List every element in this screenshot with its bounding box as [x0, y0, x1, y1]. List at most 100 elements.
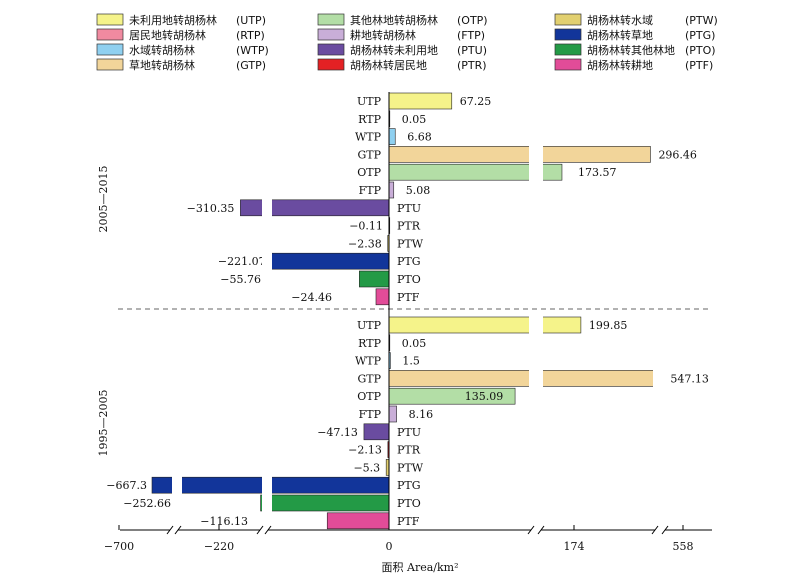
x-tick-label: −700: [104, 540, 134, 553]
legend-code: (UTP): [236, 14, 266, 27]
legend-label: 未利用地转胡杨林: [129, 13, 217, 27]
category-label: GTP: [357, 148, 381, 161]
value-label: −667.3: [106, 479, 147, 492]
category-label: RTP: [358, 337, 381, 350]
value-label: −221.07: [218, 255, 266, 268]
legend-label: 胡杨林转水域: [587, 13, 653, 27]
value-label: 1.5: [402, 355, 420, 368]
value-label: −310.35: [187, 202, 235, 215]
axis-break-gap: [529, 369, 543, 388]
legend-swatch-ptr: [317, 58, 345, 71]
value-label: 547.13: [670, 372, 709, 385]
legend-code: (PTU): [457, 44, 487, 57]
axis-break-gap: [262, 252, 272, 271]
legend-code: (WTP): [236, 44, 269, 57]
axis-break-mark: [166, 525, 174, 535]
legend-label: 胡杨林转耕地: [587, 58, 653, 72]
value-label: 135.09: [465, 390, 504, 403]
legend-label: 耕地转胡杨林: [350, 28, 416, 42]
category-label: PTF: [397, 515, 420, 528]
x-tick-label: 174: [564, 540, 585, 553]
value-label: −116.13: [200, 515, 248, 528]
legend-swatch-ptu: [317, 43, 345, 56]
category-label: PTO: [397, 497, 421, 510]
legend-label: 水域转胡杨林: [129, 43, 195, 57]
category-label: PTR: [397, 220, 421, 233]
legend-swatch-wtp: [96, 43, 124, 56]
category-label: UTP: [357, 319, 382, 332]
value-label: −0.11: [349, 220, 383, 233]
category-label: PTR: [397, 444, 421, 457]
category-label: UTP: [357, 95, 382, 108]
legend-code: (OTP): [457, 14, 488, 27]
bar-pto: [260, 494, 390, 512]
axis-break-gap: [262, 494, 272, 512]
axis-break-gap: [529, 316, 543, 334]
period-group: 1995—2005 UTP 199.85 RTP 0.05 WTP 1.5 GTP 547.13…: [97, 316, 709, 530]
value-label: −24.46: [291, 291, 332, 304]
category-label: FTP: [359, 184, 382, 197]
legend-label: 胡杨林转草地: [587, 28, 653, 42]
x-axis: −700 −220 0 174 558: [104, 525, 712, 553]
axis-break-gap: [172, 476, 182, 495]
period-label: 2005—2015: [97, 166, 110, 233]
period-label: 1995—2005: [97, 390, 110, 457]
axis-break-gap: [262, 198, 272, 217]
bar-utp: [388, 92, 453, 110]
value-label: −252.66: [123, 497, 171, 510]
bar-ftp: [388, 181, 395, 199]
category-label: PTW: [397, 237, 424, 250]
value-label: 8.16: [409, 408, 434, 421]
axis-break-mark: [661, 525, 669, 535]
legend-code: (RTP): [236, 29, 265, 42]
value-label: 0.05: [402, 337, 427, 350]
axis-break-gap: [653, 369, 667, 388]
value-label: 5.08: [406, 184, 431, 197]
axis-break-mark: [256, 525, 264, 535]
axis-break-mark: [264, 525, 272, 535]
category-label: WTP: [355, 355, 382, 368]
legend-label: 胡杨林转未利用地: [350, 43, 438, 57]
chart-legend: 未利用地转胡杨林 (UTP) 居民地转胡杨林 (RTP) 水域转胡杨林 (WTP) 草地转胡…: [96, 13, 718, 72]
category-label: PTG: [397, 255, 421, 268]
legend-label: 其他林地转胡杨林: [350, 13, 438, 27]
category-label: PTU: [397, 202, 421, 215]
legend-code: (FTP): [457, 29, 485, 42]
chart-periods: 2005—2015 UTP 67.25 RTP 0.05 WTP 6.68 GTP 296.46…: [97, 92, 709, 530]
bar-ptg: [271, 252, 390, 270]
legend-swatch-ptg: [554, 28, 582, 41]
axis-break-gap: [529, 145, 543, 164]
bar-gtp: [388, 146, 651, 163]
axis-break-mark: [527, 525, 535, 535]
category-label: OTP: [357, 390, 381, 403]
bar-gtp: [388, 370, 661, 387]
legend-code: (PTR): [457, 59, 487, 72]
axis-break-mark: [537, 525, 545, 535]
value-label: 67.25: [460, 95, 492, 108]
axis-break-gap: [529, 163, 543, 182]
value-label: −5.3: [353, 461, 380, 474]
category-label: PTW: [397, 461, 424, 474]
category-label: WTP: [355, 131, 382, 144]
category-label: GTP: [357, 372, 381, 385]
bar-ptf: [375, 288, 390, 306]
category-label: RTP: [358, 113, 381, 126]
legend-label: 胡杨林转其他林地: [587, 43, 675, 57]
legend-code: (PTF): [685, 59, 713, 72]
legend-code: (PTG): [685, 29, 715, 42]
value-label: −47.13: [317, 426, 358, 439]
bar-wtp: [388, 128, 396, 145]
legend-swatch-pto: [554, 43, 582, 56]
value-label: 199.85: [589, 319, 628, 332]
category-label: PTG: [397, 479, 421, 492]
legend-swatch-ftp: [317, 28, 345, 41]
value-label: 0.05: [402, 113, 427, 126]
legend-code: (GTP): [236, 59, 266, 72]
legend-code: (PTW): [685, 14, 718, 27]
bar-ptf: [326, 512, 390, 530]
legend-swatch-gtp: [96, 58, 124, 71]
legend-swatch-utp: [96, 13, 124, 26]
legend-code: (PTO): [685, 44, 716, 57]
legend-swatch-ptw: [554, 13, 582, 26]
legend-swatch-otp: [317, 13, 345, 26]
